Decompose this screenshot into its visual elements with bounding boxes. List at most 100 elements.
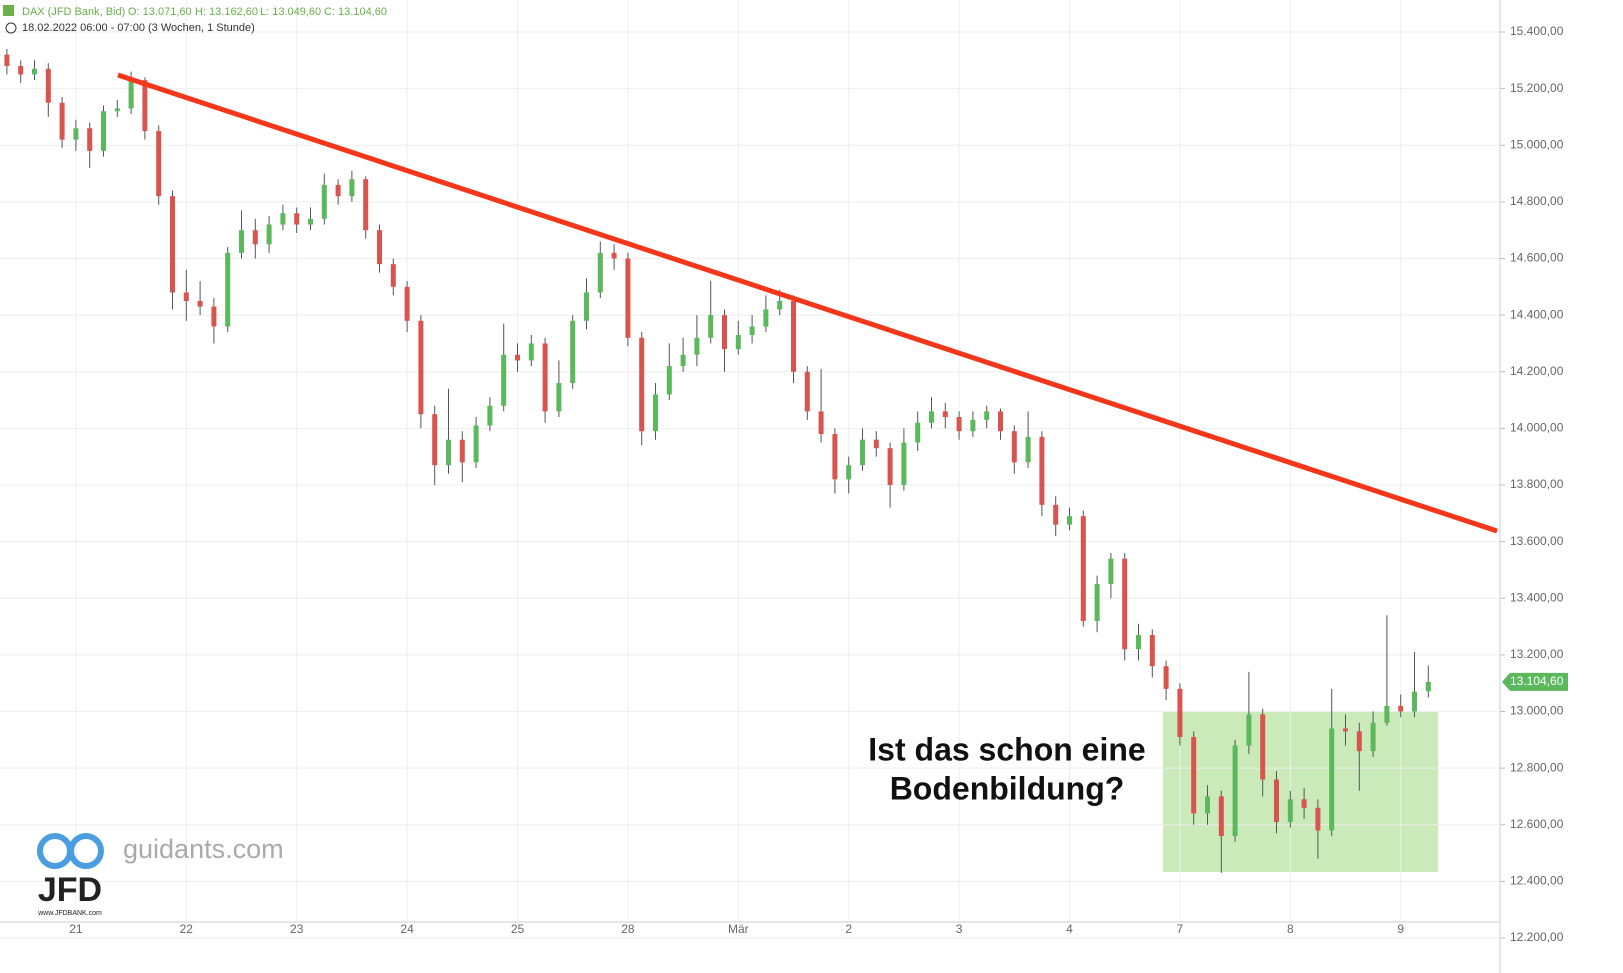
y-tick-label: 15.400,00 — [1510, 24, 1564, 38]
candle-body — [804, 371, 810, 412]
candle-body — [1067, 516, 1072, 525]
candle-body — [777, 300, 783, 310]
candle-body — [1287, 799, 1293, 822]
y-tick-label: 13.800,00 — [1510, 477, 1564, 491]
y-tick-label: 15.000,00 — [1510, 137, 1564, 151]
subtitle: 18.02.2022 06:00 - 07:00 — [22, 22, 145, 34]
candle-body — [101, 111, 106, 151]
candle-body — [970, 419, 976, 432]
candle-body — [1260, 714, 1266, 780]
candle-body — [1301, 799, 1307, 808]
candle-body — [1205, 796, 1210, 814]
x-tick-label: 2 — [845, 922, 852, 936]
candle-body — [266, 224, 272, 245]
candle-body — [887, 448, 893, 485]
highlight-box — [1163, 712, 1438, 872]
y-tick-label: 15.200,00 — [1510, 81, 1564, 95]
x-tick-label: 25 — [511, 922, 525, 936]
period: (3 Wochen, 1 Stunde) — [148, 22, 255, 34]
candle-body — [197, 300, 203, 307]
candle-body — [1218, 796, 1224, 837]
candle-body — [1329, 728, 1335, 831]
price-tag — [1502, 672, 1568, 691]
ohlc: C: 13.104,60 — [324, 6, 387, 18]
candle-body — [1370, 722, 1376, 752]
x-tick-label: 4 — [1066, 922, 1073, 936]
x-tick-label: 24 — [400, 922, 414, 936]
x-tick-label: Mär — [728, 922, 749, 936]
ohlc: H: 13.162,60 — [195, 6, 258, 18]
y-tick-label: 12.800,00 — [1510, 760, 1564, 774]
candle-body — [873, 439, 879, 449]
candle-body — [239, 230, 244, 253]
candle-body — [942, 411, 948, 418]
candle-body — [611, 252, 617, 259]
candle-body — [128, 80, 134, 109]
candle-body — [998, 411, 1003, 432]
candle-body — [446, 439, 451, 466]
candle-body — [1011, 431, 1017, 463]
candle-body — [1039, 436, 1045, 505]
logo-ring — [68, 833, 104, 869]
candle-body — [473, 425, 479, 463]
candle-body — [211, 306, 217, 327]
plot: 12.200,00 12.400,00 12.600,00 12.800,00 13.0… — [0, 0, 1568, 944]
y-tick-label: 12.200,00 — [1510, 930, 1564, 944]
candle-body — [459, 439, 465, 463]
candle-body — [321, 184, 327, 219]
price-tag-label: 13.104,60 — [1510, 674, 1564, 688]
candle-body — [556, 383, 562, 412]
candle-body — [349, 179, 355, 197]
candle-body — [1343, 728, 1348, 732]
candle-body — [280, 213, 286, 225]
candle-body — [722, 315, 727, 350]
x-tick-label: 7 — [1177, 922, 1184, 936]
candle-body — [1398, 705, 1404, 712]
y-tick-label: 12.400,00 — [1510, 874, 1564, 888]
candle-body — [487, 405, 493, 426]
candle-body — [32, 68, 37, 75]
title: DAX (JFD Bank, Bid) — [22, 6, 125, 18]
candle-body — [59, 102, 65, 140]
brand-site: guidants.com — [123, 834, 284, 864]
candle-body — [915, 422, 921, 443]
candle-body — [791, 300, 796, 372]
candle-body — [225, 252, 231, 327]
candle-body — [432, 414, 438, 466]
x-tick-label: 22 — [180, 922, 194, 936]
candle-body — [749, 326, 755, 335]
ohlc: L: 13.049,60 — [260, 6, 321, 18]
candle-body — [501, 354, 507, 406]
x-tick-label: 28 — [621, 922, 635, 936]
candle-body — [570, 320, 576, 384]
x-tick-label: 9 — [1397, 922, 1404, 936]
candle-body — [18, 65, 24, 75]
candle-body — [252, 230, 258, 245]
candle-body — [1108, 558, 1114, 585]
candle-body — [929, 411, 934, 423]
y-tick-label: 13.600,00 — [1510, 534, 1564, 548]
candle-body — [1053, 504, 1059, 525]
candle-body — [653, 394, 658, 432]
candle-body — [666, 366, 672, 395]
candle-body — [763, 309, 769, 327]
candle-body — [1149, 635, 1155, 667]
candle-body — [597, 252, 603, 293]
candle-body — [1080, 516, 1086, 621]
candle-body — [901, 442, 907, 485]
candle-body — [73, 128, 79, 140]
candle-body — [515, 354, 520, 361]
y-tick-label: 14.000,00 — [1510, 421, 1564, 435]
candle-body — [142, 80, 148, 132]
candle-body — [1425, 681, 1431, 692]
candle-body — [846, 465, 852, 480]
candle-body — [1122, 558, 1128, 650]
x-tick-label: 21 — [69, 922, 83, 936]
candle-body — [308, 218, 313, 225]
candle-body — [1274, 779, 1279, 822]
candle-body — [170, 196, 175, 293]
trend-line — [117, 72, 1498, 534]
candle-body — [860, 439, 865, 466]
